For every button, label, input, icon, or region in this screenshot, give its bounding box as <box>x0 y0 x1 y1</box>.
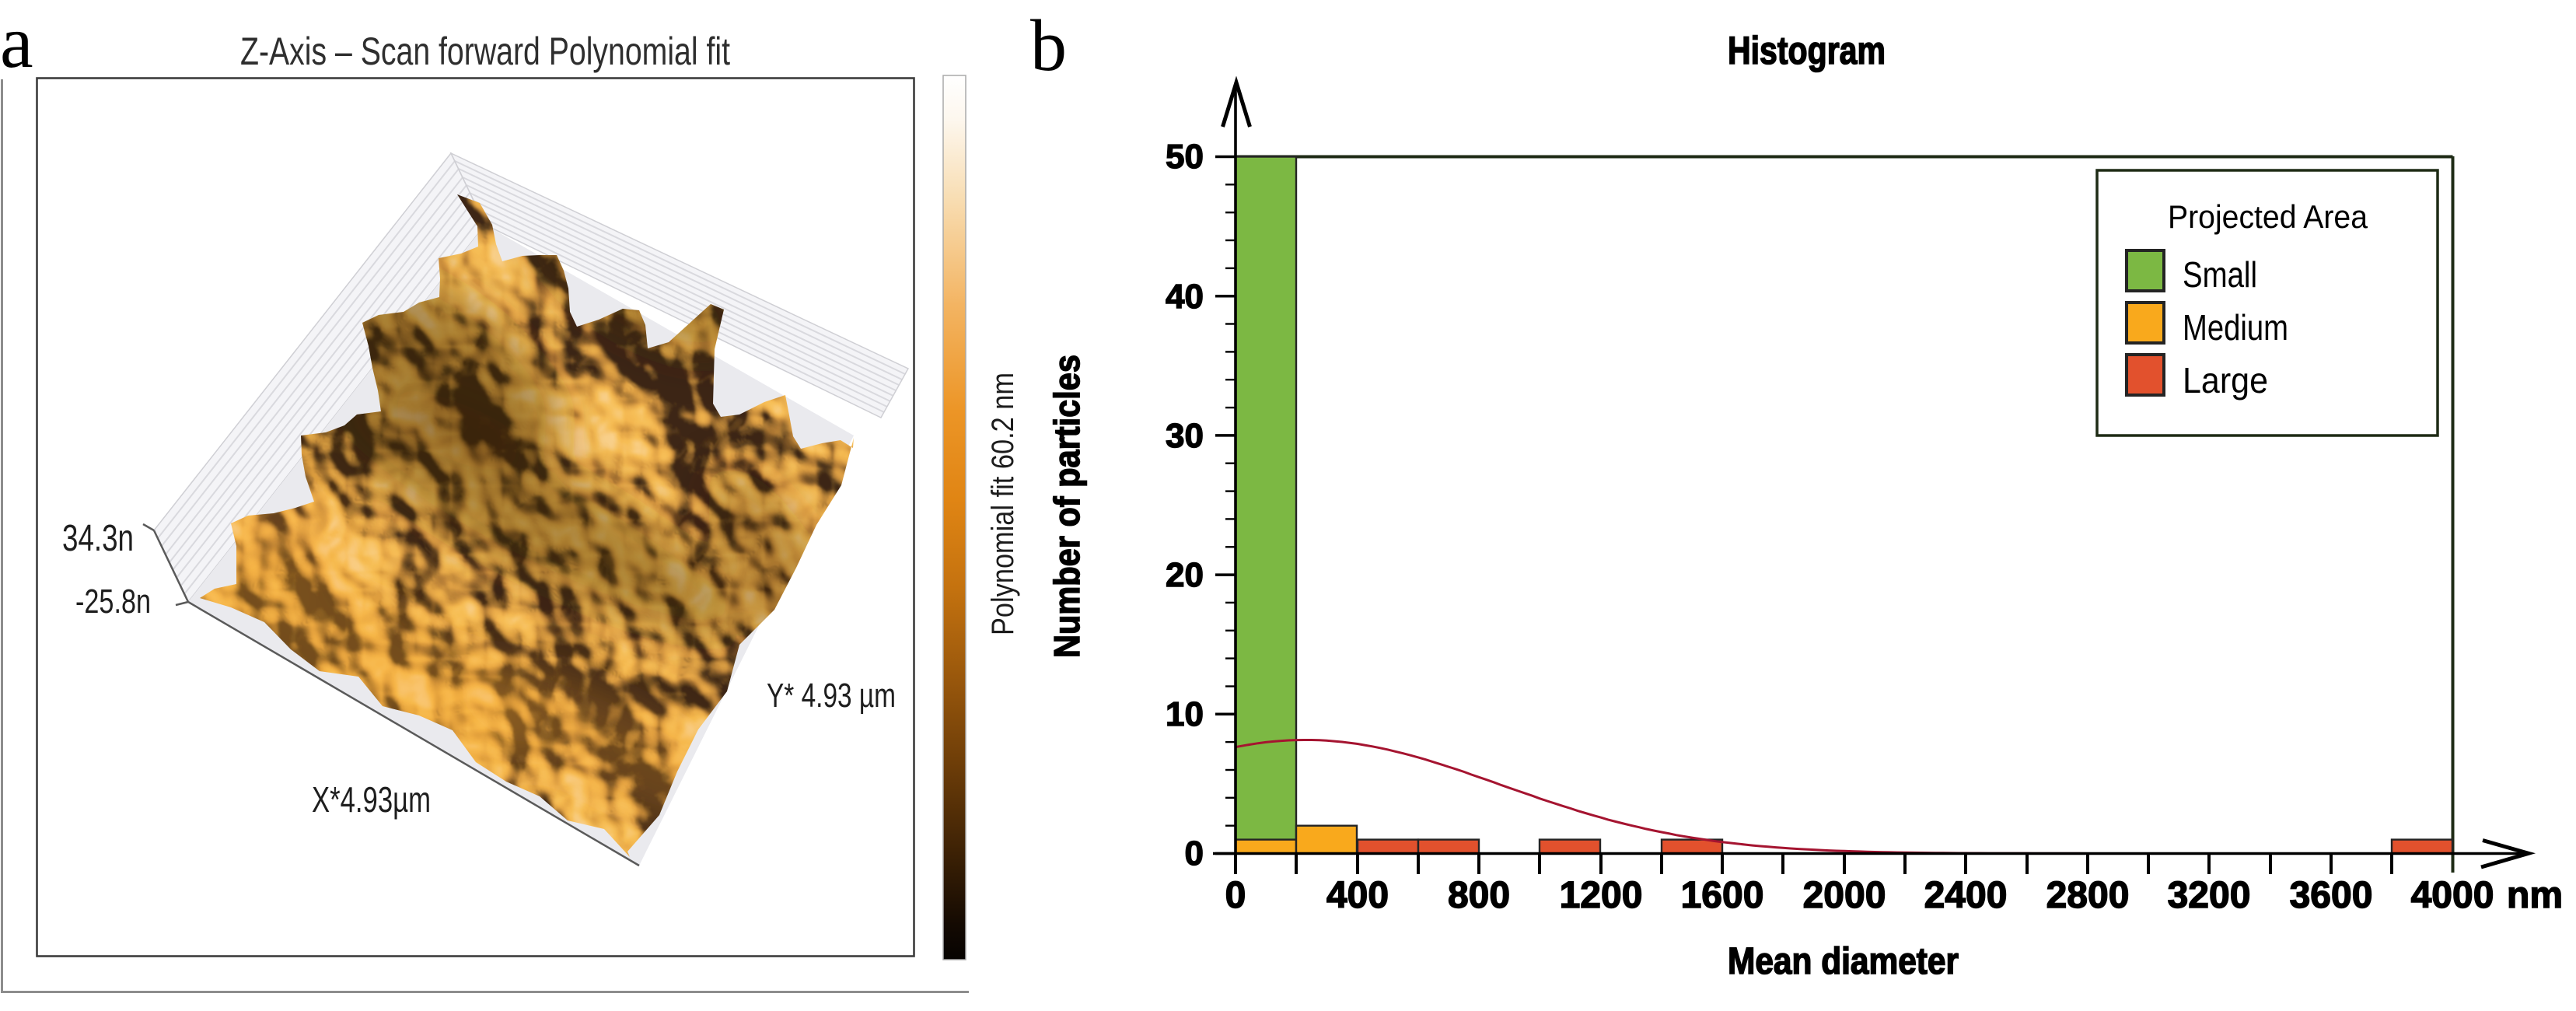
svg-text:1200: 1200 <box>1560 875 1643 916</box>
svg-text:1600: 1600 <box>1681 875 1764 916</box>
svg-text:Projected Area: Projected Area <box>2168 198 2368 235</box>
svg-text:nm: nm <box>2507 875 2563 916</box>
svg-text:20: 20 <box>1166 556 1204 594</box>
svg-text:4000: 4000 <box>2411 875 2494 916</box>
svg-text:-25.8n: -25.8n <box>75 582 151 621</box>
svg-text:3200: 3200 <box>2168 875 2251 916</box>
svg-text:400: 400 <box>1326 875 1389 916</box>
svg-text:Mean diameter: Mean diameter <box>1728 941 1959 982</box>
svg-text:Z-Axis – Scan forward Polynomi: Z-Axis – Scan forward Polynomial fit <box>240 30 730 73</box>
svg-text:Histogram: Histogram <box>1728 29 1886 72</box>
svg-text:40: 40 <box>1166 278 1204 316</box>
svg-text:30: 30 <box>1166 417 1204 455</box>
svg-text:3600: 3600 <box>2290 875 2373 916</box>
svg-text:X*4.93µm: X*4.93µm <box>312 779 431 820</box>
svg-text:a: a <box>0 0 33 83</box>
svg-text:b: b <box>1030 5 1067 86</box>
svg-text:2400: 2400 <box>1924 875 2008 916</box>
svg-text:Medium: Medium <box>2183 307 2288 348</box>
svg-text:Small: Small <box>2183 254 2257 295</box>
svg-text:50: 50 <box>1166 138 1204 176</box>
svg-text:Number of particles: Number of particles <box>1047 355 1087 658</box>
svg-text:Y* 4.93 µm: Y* 4.93 µm <box>767 677 896 715</box>
svg-text:2800: 2800 <box>2046 875 2130 916</box>
svg-text:0: 0 <box>1225 875 1246 916</box>
svg-text:Polynomial fit 60.2 nm: Polynomial fit 60.2 nm <box>986 373 1020 635</box>
svg-text:10: 10 <box>1166 695 1204 733</box>
svg-text:2000: 2000 <box>1803 875 1886 916</box>
svg-text:34.3n: 34.3n <box>62 518 134 559</box>
svg-text:Large: Large <box>2183 360 2268 401</box>
svg-text:800: 800 <box>1448 875 1510 916</box>
svg-text:0: 0 <box>1185 834 1204 873</box>
